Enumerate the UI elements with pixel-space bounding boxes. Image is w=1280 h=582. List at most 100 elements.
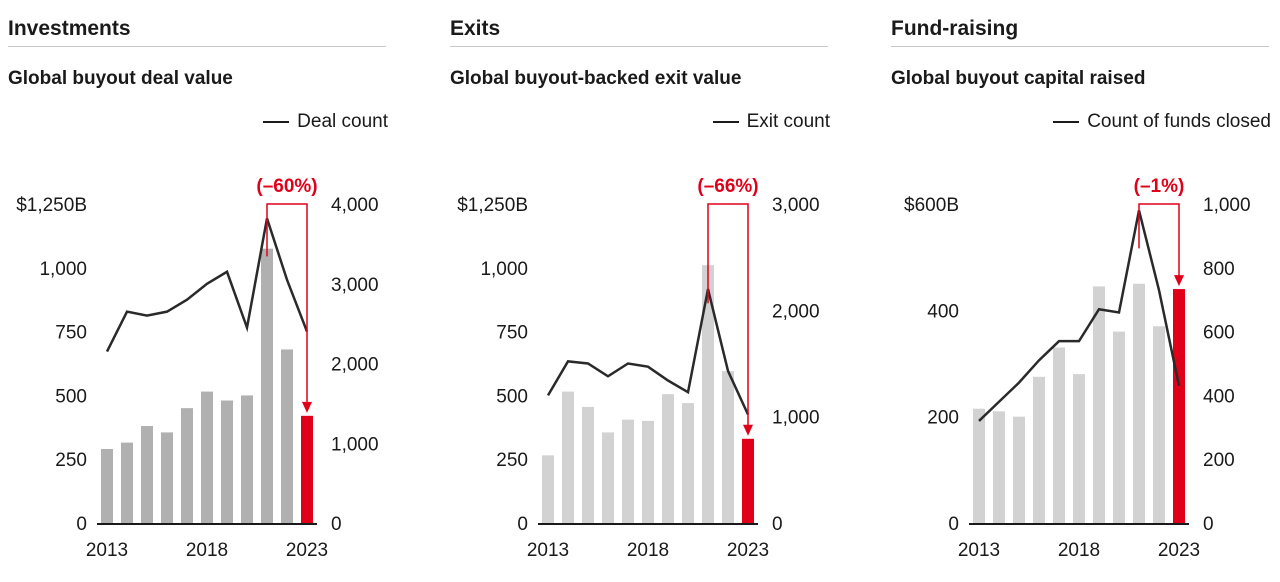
left-axis-tick-label: 250 bbox=[55, 450, 87, 471]
bar bbox=[973, 408, 985, 523]
bar bbox=[682, 403, 694, 523]
bar bbox=[121, 442, 133, 523]
bar bbox=[622, 419, 634, 523]
x-axis-tick-label: 2018 bbox=[186, 540, 228, 561]
count-line bbox=[546, 288, 750, 416]
left-axis-tick-label: 400 bbox=[927, 301, 959, 322]
bar bbox=[993, 411, 1005, 523]
change-annotation: (–66%) bbox=[697, 176, 758, 197]
deal-value-chart: 0 250 500 750 1,000 $1,250B 0 1,000 2,000 3,000 4,… bbox=[16, 176, 379, 561]
left-axis-tick-label: $1,250B bbox=[16, 195, 87, 216]
change-annotation: (–1%) bbox=[1134, 176, 1185, 197]
left-axis-tick-label: 500 bbox=[496, 386, 528, 407]
highlight-bar bbox=[1173, 289, 1185, 523]
bar bbox=[1093, 286, 1105, 523]
fund-raising-panel: Fund-raising Global buyout capital raise… bbox=[891, 0, 1271, 582]
highlight-bar bbox=[742, 438, 754, 523]
right-axis-tick-label: 3,000 bbox=[772, 195, 820, 216]
left-axis-tick-label: 750 bbox=[55, 323, 87, 344]
section-title: Fund-raising bbox=[891, 17, 1019, 40]
x-axis-tick-label: 2023 bbox=[286, 540, 328, 561]
legend: Count of funds closed bbox=[1053, 111, 1271, 133]
left-axis-tick-label: $600B bbox=[904, 195, 959, 216]
legend-label: Deal count bbox=[297, 111, 388, 132]
change-bracket bbox=[707, 203, 749, 427]
right-axis-tick-label: 1,000 bbox=[331, 434, 379, 455]
bar bbox=[161, 432, 173, 523]
left-axis-tick-label: 0 bbox=[517, 514, 528, 535]
bar bbox=[722, 371, 734, 523]
x-axis-tick-label: 2023 bbox=[727, 540, 769, 561]
right-axis-tick-label: 2,000 bbox=[772, 301, 820, 322]
right-axis-tick-label: 600 bbox=[1203, 323, 1235, 344]
highlight-bar bbox=[301, 415, 313, 523]
left-axis-tick-label: 1,000 bbox=[480, 259, 528, 280]
left-axis-tick-label: 0 bbox=[948, 514, 959, 535]
bar bbox=[1053, 347, 1065, 523]
count-line bbox=[105, 217, 309, 353]
capital-raised-chart: 0 200 400 $600B 0 200 400 600 800 1,000 (–1%) 2013 2… bbox=[904, 176, 1251, 561]
bar bbox=[1113, 331, 1125, 523]
change-bracket bbox=[1138, 203, 1180, 278]
right-axis-tick-label: 4,000 bbox=[331, 195, 379, 216]
legend: Exit count bbox=[712, 111, 830, 133]
x-axis-tick-label: 2013 bbox=[86, 540, 128, 561]
x-axis-tick-label: 2018 bbox=[1058, 540, 1100, 561]
bar bbox=[1033, 376, 1045, 523]
bar bbox=[1073, 374, 1085, 523]
bar bbox=[281, 349, 293, 523]
chart-title: Global buyout-backed exit value bbox=[450, 68, 742, 89]
exit-value-chart: 0 250 500 750 1,000 $1,250B 0 1,000 2,000 3,000 (–… bbox=[457, 176, 820, 561]
x-axis-tick-label: 2018 bbox=[627, 540, 669, 561]
section-title: Investments bbox=[8, 17, 131, 40]
count-line bbox=[978, 210, 1181, 422]
right-axis-tick-label: 0 bbox=[772, 514, 783, 535]
legend-label: Count of funds closed bbox=[1087, 111, 1271, 132]
bar bbox=[101, 448, 113, 523]
bar bbox=[562, 391, 574, 523]
section-divider bbox=[8, 46, 386, 47]
legend-line-swatch bbox=[263, 121, 290, 123]
bar bbox=[261, 248, 273, 523]
legend-line-swatch bbox=[1053, 121, 1080, 123]
change-arrowhead bbox=[302, 401, 312, 413]
investments-panel: Investments Global buyout deal value Dea… bbox=[8, 0, 388, 582]
bar bbox=[542, 455, 554, 523]
right-axis-tick-label: 2,000 bbox=[331, 355, 379, 376]
right-axis-tick-label: 0 bbox=[331, 514, 342, 535]
x-axis-tick-label: 2013 bbox=[527, 540, 569, 561]
bar bbox=[221, 400, 233, 523]
exits-panel: Exits Global buyout-backed exit value Ex… bbox=[450, 0, 830, 582]
change-annotation: (–60%) bbox=[256, 176, 317, 197]
section-title: Exits bbox=[450, 17, 501, 40]
change-arrowhead bbox=[1174, 275, 1184, 287]
bar bbox=[1013, 416, 1025, 523]
bar bbox=[141, 426, 153, 523]
left-axis-tick-label: 250 bbox=[496, 450, 528, 471]
bar bbox=[602, 432, 614, 523]
right-axis-tick-label: 3,000 bbox=[331, 275, 379, 296]
chart-title: Global buyout capital raised bbox=[891, 68, 1146, 89]
bar bbox=[1133, 283, 1145, 523]
right-axis-tick-label: 1,000 bbox=[1203, 195, 1251, 216]
bar bbox=[241, 395, 253, 523]
left-axis-tick-label: 500 bbox=[55, 386, 87, 407]
legend-label: Exit count bbox=[746, 111, 830, 132]
section-divider bbox=[450, 46, 828, 47]
legend-line-swatch bbox=[712, 121, 739, 123]
right-axis-tick-label: 1,000 bbox=[772, 408, 820, 429]
legend: Deal count bbox=[263, 111, 388, 133]
x-axis-tick-label: 2013 bbox=[958, 540, 1000, 561]
bar bbox=[642, 420, 654, 523]
bar bbox=[201, 391, 213, 523]
bar bbox=[582, 406, 594, 523]
right-axis-tick-label: 400 bbox=[1203, 386, 1235, 407]
change-arrowhead bbox=[743, 424, 753, 436]
bar bbox=[1153, 326, 1165, 523]
left-axis-tick-label: 750 bbox=[496, 323, 528, 344]
section-divider bbox=[891, 46, 1269, 47]
right-axis-tick-label: 200 bbox=[1203, 450, 1235, 471]
x-axis-tick-label: 2023 bbox=[1158, 540, 1200, 561]
chart-title: Global buyout deal value bbox=[8, 68, 233, 89]
left-axis-tick-label: 1,000 bbox=[39, 259, 87, 280]
